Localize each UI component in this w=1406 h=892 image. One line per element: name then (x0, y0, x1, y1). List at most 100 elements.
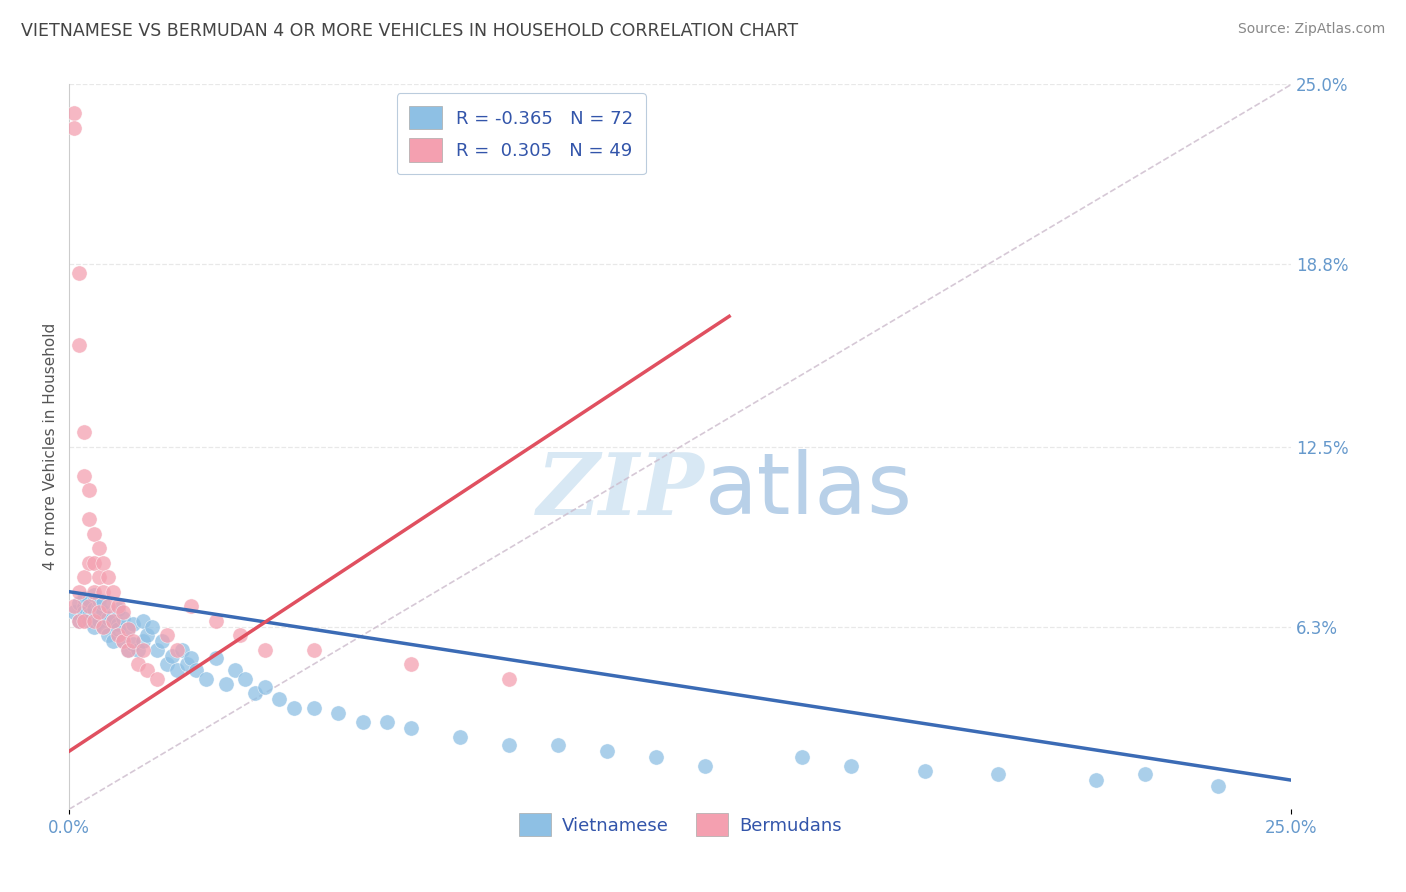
Point (83, 588, 105, 602)
Point (103, 584, 125, 599)
Point (253, 681, 276, 695)
Point (156, 628, 179, 642)
Point (73, 599, 96, 614)
Point (87, 605, 110, 619)
Point (121, 637, 143, 651)
Point (83, 526, 105, 541)
Point (83, 602, 105, 616)
Y-axis label: 4 or more Vehicles in Household: 4 or more Vehicles in Household (44, 323, 58, 570)
Point (401, 657, 423, 672)
Point (63, 120, 86, 135)
Point (243, 686, 266, 700)
Point (73, 425, 96, 440)
Point (73, 570, 96, 584)
Point (77, 614, 100, 628)
Point (326, 706, 349, 721)
Point (352, 715, 374, 730)
Point (141, 619, 163, 633)
Point (77, 599, 100, 614)
Point (302, 642, 325, 657)
Point (253, 642, 276, 657)
Point (547, 739, 569, 753)
Point (498, 672, 520, 686)
Legend: Vietnamese, Bermudans: Vietnamese, Bermudans (512, 806, 849, 844)
Point (166, 663, 188, 677)
Point (93, 605, 115, 619)
Point (77, 607, 100, 622)
Point (97, 570, 120, 584)
Point (156, 657, 179, 672)
Point (302, 700, 325, 714)
Point (127, 642, 149, 657)
Point (205, 651, 228, 665)
Point (63, 599, 86, 614)
Point (131, 614, 153, 628)
Point (914, 764, 936, 779)
Point (229, 628, 252, 642)
Point (1084, 773, 1107, 788)
Text: ZIP: ZIP (537, 449, 704, 532)
Point (195, 672, 218, 686)
Point (73, 591, 96, 605)
Point (97, 599, 120, 614)
Point (87, 570, 110, 584)
Point (841, 758, 863, 772)
Point (77, 512, 100, 526)
Point (103, 614, 125, 628)
Point (233, 672, 256, 686)
Point (87, 541, 110, 556)
Point (67, 338, 90, 352)
Point (117, 642, 139, 657)
Point (111, 634, 134, 648)
Point (121, 634, 143, 648)
Point (498, 739, 520, 753)
Point (127, 657, 149, 672)
Point (214, 677, 236, 691)
Point (401, 721, 423, 735)
Text: atlas: atlas (704, 449, 912, 532)
Point (269, 692, 291, 706)
Point (77, 593, 100, 607)
Point (1133, 767, 1156, 781)
Point (283, 700, 305, 714)
Point (67, 614, 90, 628)
Point (121, 616, 143, 631)
Point (111, 611, 134, 625)
Point (180, 599, 202, 614)
Point (93, 596, 115, 610)
Point (131, 634, 153, 648)
Point (63, 605, 86, 619)
Point (83, 584, 105, 599)
Point (83, 614, 105, 628)
Point (180, 651, 202, 665)
Point (449, 730, 471, 744)
Point (103, 634, 125, 648)
Point (596, 744, 619, 758)
Point (87, 593, 110, 607)
Point (117, 642, 139, 657)
Point (67, 266, 90, 280)
Point (117, 623, 139, 637)
Point (224, 663, 246, 677)
Point (87, 599, 110, 614)
Point (111, 605, 134, 619)
Point (63, 106, 86, 120)
Point (67, 584, 90, 599)
Point (107, 599, 129, 614)
Point (103, 614, 125, 628)
Point (987, 767, 1010, 781)
Point (166, 642, 188, 657)
Point (93, 619, 115, 633)
Point (136, 663, 159, 677)
Point (205, 614, 228, 628)
Point (107, 602, 129, 616)
Point (93, 584, 115, 599)
Point (176, 657, 198, 672)
Point (146, 672, 169, 686)
Point (93, 556, 115, 570)
Point (375, 715, 398, 730)
Point (160, 648, 183, 663)
Point (67, 596, 90, 610)
Point (146, 642, 169, 657)
Point (67, 614, 90, 628)
